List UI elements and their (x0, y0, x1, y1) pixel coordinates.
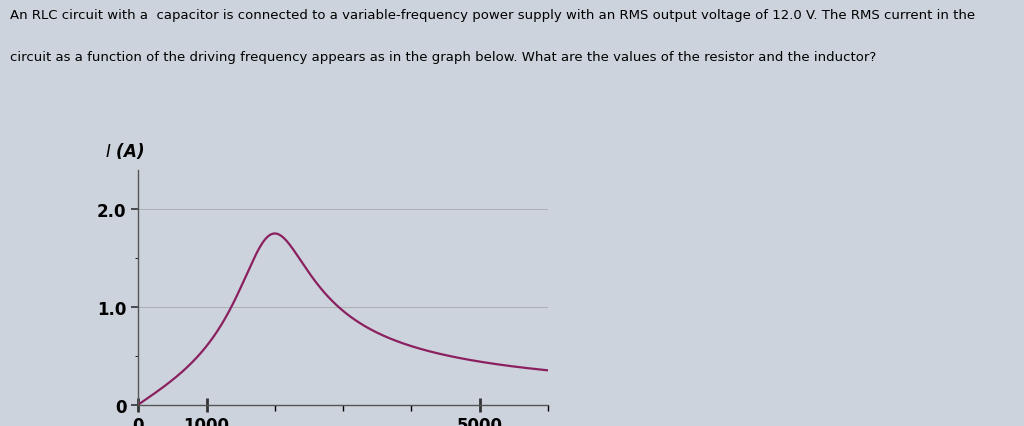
Text: circuit as a function of the driving frequency appears as in the graph below. Wh: circuit as a function of the driving fre… (10, 51, 877, 64)
Text: $I$ (A): $I$ (A) (105, 141, 144, 161)
Text: An RLC circuit with a  capacitor is connected to a variable-frequency power supp: An RLC circuit with a capacitor is conne… (10, 9, 976, 21)
